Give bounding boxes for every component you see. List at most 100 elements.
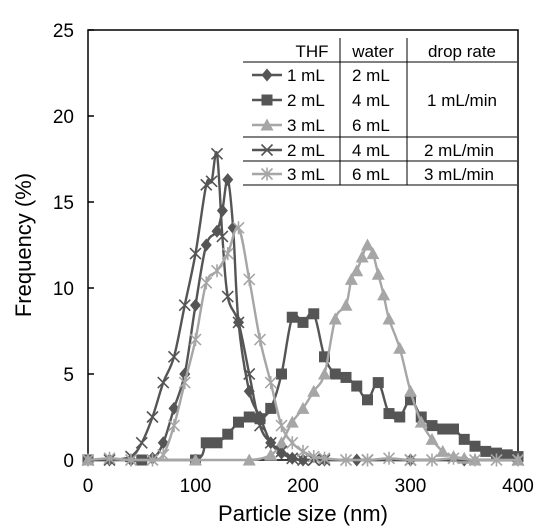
series-3-point [189, 453, 202, 466]
series-4-point [243, 367, 256, 381]
series-2-point [448, 423, 459, 435]
series-5 [81, 221, 525, 467]
legend-water-1: 2 mL [352, 66, 390, 85]
y-axis-ticks: 0 5 10 15 20 25 [53, 21, 94, 472]
legend-swatch-2 [252, 94, 282, 106]
series-5-point [382, 451, 396, 465]
series-2-point [405, 394, 416, 406]
series-2-line [87, 311, 519, 462]
legend-water-5: 6 mL [352, 165, 390, 184]
series-2-point [437, 423, 449, 435]
series-1-point [216, 204, 228, 218]
y-tick-label: 20 [53, 107, 74, 128]
series-4-point [167, 350, 181, 363]
series-2-point [200, 437, 212, 449]
series-3-point [242, 453, 256, 466]
series-5-point [425, 453, 439, 467]
series-5-point [296, 444, 310, 458]
series-5-point [339, 453, 353, 467]
series-4-point [189, 247, 202, 260]
legend-swatch-marker [260, 167, 274, 181]
series-4-point [205, 175, 218, 188]
series-2-point [319, 351, 330, 363]
y-tick-label: 15 [53, 193, 74, 214]
legend-swatch-marker [260, 143, 274, 157]
y-tick-label: 5 [63, 365, 74, 386]
series-4-point [178, 299, 191, 312]
series-4-point [200, 178, 213, 191]
series-3-point [318, 367, 331, 380]
x-tick-label: 100 [180, 476, 212, 497]
y-axis-title: Frequency (%) [11, 173, 36, 317]
legend-header-thf: THF [295, 42, 328, 61]
series-3-point [355, 250, 369, 263]
series-4-point [135, 436, 148, 449]
series-5-point [286, 436, 299, 450]
series-2-point [372, 377, 384, 389]
series-2-point [276, 368, 287, 380]
series-2-point [211, 437, 223, 449]
legend-swatch-5 [252, 167, 282, 181]
series-5-point [167, 419, 181, 433]
legend-water-2: 4 mL [352, 91, 390, 110]
legend-table: THF water drop rate 1 mL 2 mL 2 mL 4 mL … [243, 38, 517, 186]
series-5-point [275, 419, 288, 433]
series-3-point [344, 272, 358, 285]
series-5-point [318, 451, 331, 465]
series-4-point [264, 436, 277, 449]
series-4-point [157, 376, 170, 389]
legend-thf-3: 3 mL [287, 116, 325, 135]
legend-swatch-marker [260, 118, 274, 131]
series-5-point [157, 448, 170, 462]
series-3-point [404, 384, 417, 397]
series-5-point [81, 453, 95, 467]
series-3-point [377, 288, 391, 301]
series-3 [81, 238, 525, 466]
series-3-point [371, 267, 385, 280]
series-2-point [243, 411, 255, 423]
series-2-point [362, 394, 373, 406]
series-5-point [221, 247, 234, 261]
series-2 [82, 308, 524, 466]
series-5-point [178, 376, 191, 390]
series-5-point [447, 451, 460, 465]
series-1-point [222, 173, 234, 187]
legend-water-3: 6 mL [352, 116, 390, 135]
legend-swatch-marker [261, 94, 273, 106]
series-2-point [491, 447, 502, 459]
series-3-line [87, 243, 518, 462]
series-3-point [339, 298, 353, 311]
series-4-point [253, 419, 267, 432]
series-layer [81, 147, 525, 467]
series-5-point [361, 453, 374, 467]
x-tick-label: 400 [502, 476, 534, 497]
series-2-point [480, 445, 492, 457]
legend-swatch-marker [261, 68, 273, 82]
legend-swatch-3 [252, 118, 282, 131]
series-1-point [200, 238, 212, 252]
legend-swatch-4 [252, 143, 282, 157]
x-tick-label: 0 [83, 476, 94, 497]
series-5-point [264, 376, 277, 390]
series-5-point [468, 453, 482, 467]
series-5-point [103, 451, 116, 465]
series-5-point [146, 453, 159, 467]
series-3-point [296, 401, 310, 414]
legend-thf-5: 3 mL [287, 165, 325, 184]
series-2-point [265, 402, 277, 414]
series-5-point [253, 333, 267, 347]
series-2-point [426, 420, 438, 432]
legend-rate-1-3: 1 mL/min [427, 91, 497, 110]
series-3-point [328, 312, 342, 325]
legend-swatches [252, 68, 282, 181]
series-3-point [425, 432, 439, 445]
series-3-point [393, 341, 407, 354]
series-4 [81, 147, 525, 467]
series-2-point [469, 440, 481, 452]
series-4-point [146, 410, 159, 424]
series-3-point [414, 415, 428, 428]
series-3-point [350, 264, 364, 277]
series-5-point [404, 453, 417, 467]
series-2-point [308, 308, 320, 320]
